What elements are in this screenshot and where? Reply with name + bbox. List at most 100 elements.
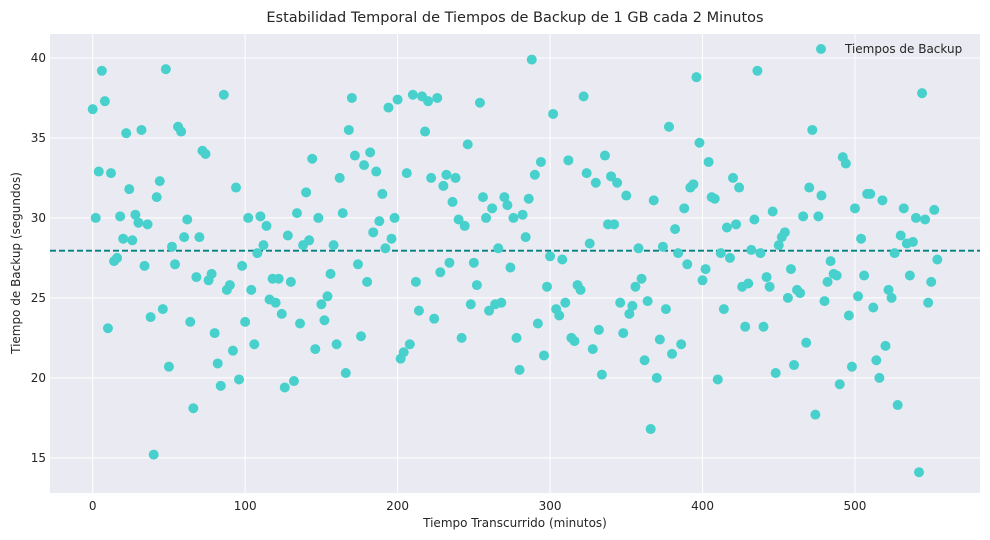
data-point <box>493 243 504 254</box>
data-point <box>846 361 857 372</box>
data-point <box>349 150 360 161</box>
data-point <box>865 188 876 199</box>
data-point <box>432 92 443 103</box>
data-point <box>898 203 909 214</box>
data-point <box>404 339 415 350</box>
data-point <box>895 230 906 241</box>
data-point <box>157 304 168 315</box>
y-tick-label: 20 <box>31 371 46 385</box>
data-points <box>87 54 943 478</box>
data-point <box>545 251 556 262</box>
data-point <box>734 182 745 193</box>
data-point <box>224 280 235 291</box>
data-point <box>334 172 345 183</box>
data-point <box>856 233 867 244</box>
data-point <box>923 297 934 308</box>
data-point <box>523 193 534 204</box>
data-point <box>291 208 302 219</box>
data-point <box>621 190 632 201</box>
data-point <box>435 267 446 278</box>
data-point <box>127 235 138 246</box>
data-point <box>90 212 101 223</box>
data-point <box>261 220 272 231</box>
data-point <box>627 300 638 311</box>
legend-label: Tiempos de Backup <box>844 42 962 56</box>
data-point <box>502 200 513 211</box>
data-point <box>426 172 437 183</box>
data-point <box>99 96 110 107</box>
data-point <box>273 273 284 284</box>
data-point <box>340 368 351 379</box>
data-point <box>474 97 485 108</box>
data-point <box>682 259 693 270</box>
data-point <box>420 126 431 137</box>
data-point <box>505 262 516 273</box>
data-point <box>789 360 799 371</box>
chart-title: Estabilidad Temporal de Tiempos de Backu… <box>266 10 763 26</box>
data-point <box>380 243 391 254</box>
y-axis-label: Tiempo de Backup (segundos) <box>9 172 23 355</box>
x-tick-label: 200 <box>386 499 409 513</box>
data-point <box>499 192 510 203</box>
data-point <box>307 153 318 164</box>
data-point <box>871 355 882 366</box>
data-point <box>575 284 586 295</box>
data-point <box>270 297 281 308</box>
data-point <box>917 88 928 99</box>
data-point <box>368 227 379 238</box>
data-point <box>904 270 915 281</box>
data-point <box>642 296 653 307</box>
data-point <box>688 179 699 190</box>
data-point <box>517 209 528 220</box>
data-point <box>377 188 388 199</box>
data-point <box>910 212 921 223</box>
data-point <box>246 284 257 295</box>
data-point <box>237 260 248 271</box>
data-point <box>615 297 626 308</box>
data-point <box>618 328 629 339</box>
data-point <box>282 230 293 241</box>
data-point <box>535 156 546 167</box>
data-point <box>383 102 394 113</box>
data-point <box>441 169 452 180</box>
data-point <box>606 171 617 182</box>
data-point <box>883 284 894 295</box>
data-point <box>548 108 559 119</box>
data-point <box>389 212 400 223</box>
data-point <box>834 379 845 390</box>
data-point <box>819 296 830 307</box>
data-point <box>465 299 476 310</box>
data-point <box>795 288 806 299</box>
data-point <box>691 72 702 83</box>
data-point <box>560 297 571 308</box>
data-point <box>301 187 312 198</box>
data-point <box>624 308 635 319</box>
data-point <box>816 190 827 201</box>
data-point <box>429 313 440 324</box>
data-point <box>694 137 705 148</box>
data-point <box>920 214 931 225</box>
x-axis-label: Tiempo Transcurrido (minutos) <box>422 516 607 530</box>
data-point <box>542 281 553 292</box>
data-point <box>322 291 333 302</box>
data-point <box>182 214 193 225</box>
data-point <box>639 355 650 366</box>
data-point <box>907 236 918 247</box>
data-point <box>843 310 854 321</box>
data-point <box>160 64 171 75</box>
data-point <box>929 204 940 215</box>
x-tick-label: 400 <box>691 499 714 513</box>
data-point <box>133 217 144 228</box>
data-point <box>136 124 147 135</box>
data-point <box>130 209 141 220</box>
data-point <box>758 321 769 332</box>
data-point <box>599 150 610 161</box>
data-point <box>612 177 623 188</box>
data-point <box>709 193 720 204</box>
data-point <box>697 275 708 286</box>
data-point <box>471 280 482 291</box>
data-point <box>255 211 266 222</box>
data-point <box>124 184 135 195</box>
data-point <box>703 156 714 167</box>
data-point <box>325 268 336 279</box>
